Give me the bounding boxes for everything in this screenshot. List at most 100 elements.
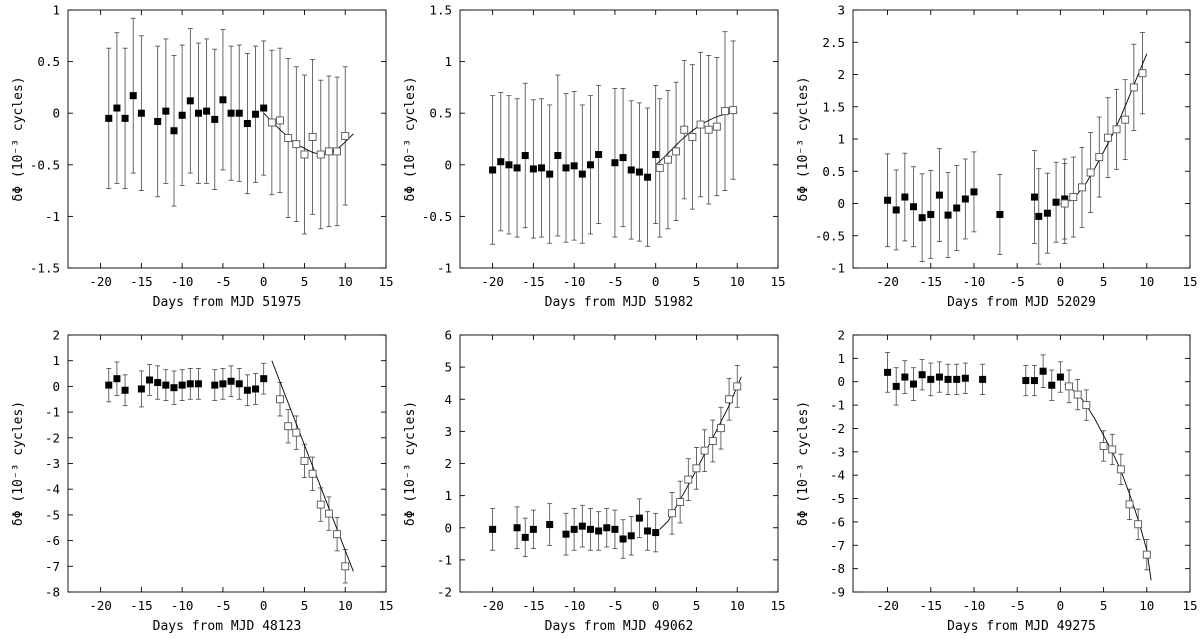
filled-point-11 (203, 107, 211, 115)
open-point-9 (729, 106, 738, 115)
y-tick-label: -8 (45, 585, 60, 600)
y-tick-label: -2 (45, 430, 60, 445)
filled-point-3 (909, 380, 917, 388)
filled-point-0 (105, 114, 113, 122)
y-tick-label: 1 (444, 54, 452, 69)
y-tick-label: 0 (444, 520, 452, 535)
filled-point-0 (884, 196, 892, 204)
filled-point-13 (219, 96, 227, 104)
filled-point-10 (603, 524, 611, 532)
filled-point-2 (121, 114, 129, 122)
filled-point-18 (260, 104, 268, 112)
filled-point-3 (129, 92, 137, 100)
y-axis-title: δΦ (10⁻³ cycles) (11, 401, 26, 526)
open-point-4 (688, 132, 697, 141)
y-tick-label: -7 (830, 538, 845, 553)
filled-point-1 (892, 206, 900, 214)
filled-point-14 (235, 380, 243, 388)
x-tick-label: -10 (563, 598, 586, 613)
open-point-6 (1125, 500, 1134, 509)
filled-point-7 (578, 522, 586, 530)
open-point-0 (1065, 382, 1073, 391)
x-tick-label: -5 (215, 598, 230, 613)
filled-point-14 (1043, 209, 1051, 217)
filled-point-9 (961, 374, 969, 382)
x-tick-label: -20 (481, 274, 504, 289)
x-tick-label: -5 (215, 274, 230, 289)
filled-point-5 (529, 165, 537, 173)
y-tick-label: -1 (45, 209, 60, 224)
filled-point-10 (194, 109, 202, 117)
open-point-8 (1129, 83, 1138, 92)
open-point-6 (716, 424, 725, 433)
y-tick-label: 1 (837, 351, 845, 366)
filled-point-1 (113, 375, 121, 383)
y-tick-label: 2 (837, 328, 845, 343)
fit-curve (1064, 383, 1152, 581)
filled-point-13 (227, 377, 235, 385)
open-point-4 (308, 469, 317, 478)
open-point-1 (663, 155, 672, 164)
filled-point-10 (194, 380, 202, 388)
filled-point-4 (521, 152, 529, 160)
filled-point-2 (901, 373, 909, 381)
filled-point-9 (595, 527, 603, 535)
open-point-4 (700, 446, 709, 455)
filled-point-7 (944, 375, 952, 383)
x-tick-label: 10 (730, 274, 745, 289)
x-axis-title: Days from MJD 48123 (153, 619, 302, 634)
filled-point-10 (979, 375, 987, 383)
x-tick-label: 5 (693, 598, 701, 613)
filled-point-7 (170, 384, 178, 392)
filled-point-12 (1030, 193, 1038, 201)
plot-frame (67, 9, 387, 269)
filled-point-14 (1048, 381, 1056, 389)
x-tick-label: 0 (652, 274, 660, 289)
filled-point-10 (570, 162, 578, 170)
filled-point-1 (113, 104, 121, 112)
fit-curve (271, 360, 354, 572)
filled-point-12 (211, 115, 219, 123)
x-tick-label: -15 (130, 598, 153, 613)
open-point-0 (668, 509, 676, 518)
filled-point-0 (489, 525, 497, 533)
filled-point-4 (918, 214, 926, 222)
y-axis-title: δΦ (10⁻³ cycles) (11, 76, 26, 201)
filled-point-17 (635, 168, 643, 176)
filled-point-16 (252, 385, 260, 393)
x-tick-label: -10 (563, 274, 586, 289)
y-tick-label: 2 (837, 67, 845, 82)
y-tick-label: 1 (52, 3, 60, 18)
open-point-0 (655, 163, 664, 172)
filled-point-5 (927, 375, 935, 383)
filled-point-14 (611, 159, 619, 167)
x-tick-label: 5 (301, 598, 309, 613)
y-axis-title: δΦ (10⁻³ cycles) (403, 401, 418, 526)
filled-point-16 (243, 120, 251, 128)
panel-1: -20 -15 -10 -5 0 5 10 15 -1.5 -1 -0.5 0 0.5 1 Days fro… (11, 3, 394, 311)
open-point-5 (696, 120, 705, 129)
filled-point-6 (935, 373, 943, 381)
open-point-6 (704, 125, 713, 134)
open-point-1 (676, 498, 685, 506)
y-axis-title: δΦ (10⁻³ cycles) (796, 76, 811, 201)
y-tick-label: 0.5 (429, 106, 452, 121)
filled-point-6 (935, 191, 943, 199)
filled-point-4 (146, 376, 154, 384)
x-tick-label: 15 (1182, 274, 1197, 289)
x-tick-label: -15 (130, 274, 153, 289)
filled-point-8 (554, 152, 562, 160)
y-tick-label: 0 (837, 196, 845, 211)
filled-point-2 (521, 533, 529, 541)
open-point-4 (1108, 445, 1117, 454)
filled-point-9 (961, 195, 969, 203)
y-tick-label: -5 (45, 507, 60, 522)
filled-point-11 (578, 170, 586, 178)
filled-point-12 (1030, 377, 1038, 385)
plot-frame (852, 334, 1191, 593)
open-point-7 (324, 147, 333, 156)
x-tick-label: 10 (730, 598, 745, 613)
filled-point-11 (611, 525, 619, 533)
x-tick-label: -10 (171, 598, 194, 613)
plot-frame (67, 334, 387, 593)
